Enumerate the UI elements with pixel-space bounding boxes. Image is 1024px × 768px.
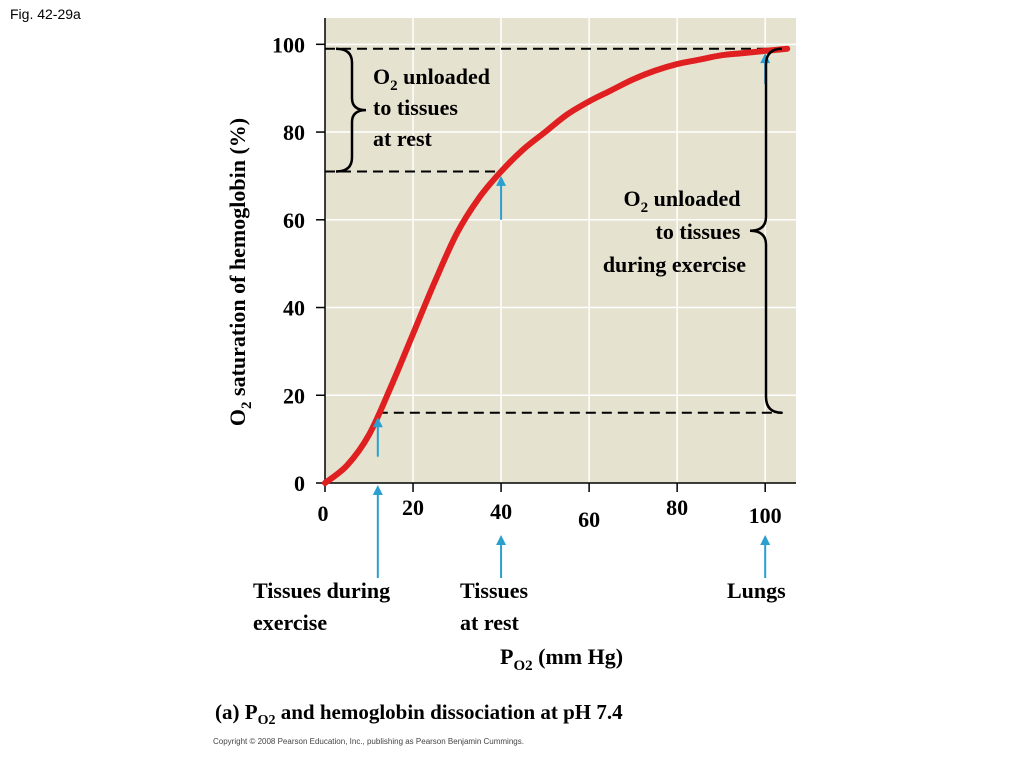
- caption-prefix: (a) P: [215, 700, 258, 724]
- x-label-main: P: [500, 644, 513, 669]
- braces: [335, 47, 783, 415]
- arrow-rest-inner-head: [496, 175, 507, 186]
- marker-label-rest: Tissues at rest: [460, 578, 534, 635]
- arrow-exercise-outer-head: [372, 485, 383, 495]
- reference-lines: [325, 47, 783, 414]
- copyright-notice: Copyright © 2008 Pearson Education, Inc.…: [213, 737, 524, 746]
- x-axis-label: PO2 (mm Hg): [500, 644, 623, 674]
- marker-label-exercise: Tissues during exercise: [253, 578, 396, 635]
- annotation-exercise-title: O2 unloaded: [624, 186, 741, 216]
- curve-arrows: [372, 53, 771, 457]
- annotation-exercise-line2: during exercise: [603, 252, 746, 277]
- x-tick-label: 80: [666, 495, 688, 520]
- x-tick-label: 40: [490, 499, 512, 524]
- annotation-exercise-title-main: O: [624, 186, 641, 211]
- annotation-exercise-title-rest: unloaded: [648, 186, 740, 211]
- y-axis-label: O2 saturation of hemoglobin (%): [225, 118, 255, 426]
- marker-arrows: [372, 485, 771, 578]
- figure-label: Fig. 42-29a: [10, 6, 81, 22]
- marker-rest-line1: Tissues: [460, 578, 529, 603]
- annotation-rest-title-sub: 2: [390, 78, 398, 94]
- marker-label-lungs: Lungs: [727, 578, 786, 603]
- annotation-exercise-line1: to tissues: [656, 219, 741, 244]
- annotation-rest: O2 unloaded to tissues at rest: [373, 64, 495, 151]
- x-tick-label: 100: [749, 503, 782, 528]
- annotation-exercise-title-sub: 2: [641, 200, 649, 216]
- x-tick-labels: 0 20 40 60 80 100: [318, 495, 782, 532]
- brace-rest: [335, 47, 367, 173]
- y-tick-label: 40: [283, 296, 305, 321]
- x-tick-label: 60: [578, 507, 600, 532]
- y-tick-labels: 0 20 40 60 80 100: [272, 32, 305, 496]
- brace-exercise: [749, 47, 783, 415]
- caption-subscript: O2: [257, 713, 276, 729]
- annotation-rest-line1: to tissues: [373, 95, 458, 120]
- x-tick-label: 20: [402, 495, 424, 520]
- arrow-exercise-inner-head: [372, 417, 383, 428]
- x-label-sub: O2: [513, 658, 532, 674]
- y-tick-label: 100: [272, 32, 305, 57]
- marker-lungs-line1: Lungs: [727, 578, 786, 603]
- annotation-rest-title-rest: unloaded: [398, 64, 490, 89]
- y-label-rest: saturation of hemoglobin (%): [225, 118, 250, 402]
- caption-suffix: and hemoglobin dissociation at pH 7.4: [275, 700, 623, 724]
- marker-exercise-line1: Tissues during: [253, 578, 390, 603]
- arrow-lungs-inner-head: [760, 53, 771, 64]
- annotation-exercise: O2 unloaded to tissues during exercise: [603, 186, 746, 277]
- marker-rest-line2: at rest: [460, 610, 520, 635]
- y-tick-label: 0: [294, 471, 305, 496]
- plot-background: [325, 18, 796, 483]
- annotation-rest-line2: at rest: [373, 126, 433, 151]
- arrow-lungs-outer-head: [760, 535, 771, 545]
- y-tick-label: 20: [283, 383, 305, 408]
- annotation-rest-title-main: O: [373, 64, 390, 89]
- x-tick-label: 0: [318, 501, 329, 526]
- figure-caption: (a) PO2 and hemoglobin dissociation at p…: [215, 700, 623, 729]
- y-label-main: O: [225, 409, 250, 426]
- dissociation-curve: [322, 45, 791, 486]
- y-tick-label: 60: [283, 208, 305, 233]
- x-label-rest: (mm Hg): [533, 644, 623, 669]
- y-label-sub: 2: [239, 401, 255, 409]
- arrow-rest-outer-head: [496, 535, 507, 545]
- marker-exercise-line2: exercise: [253, 610, 327, 635]
- y-tick-label: 80: [283, 120, 305, 145]
